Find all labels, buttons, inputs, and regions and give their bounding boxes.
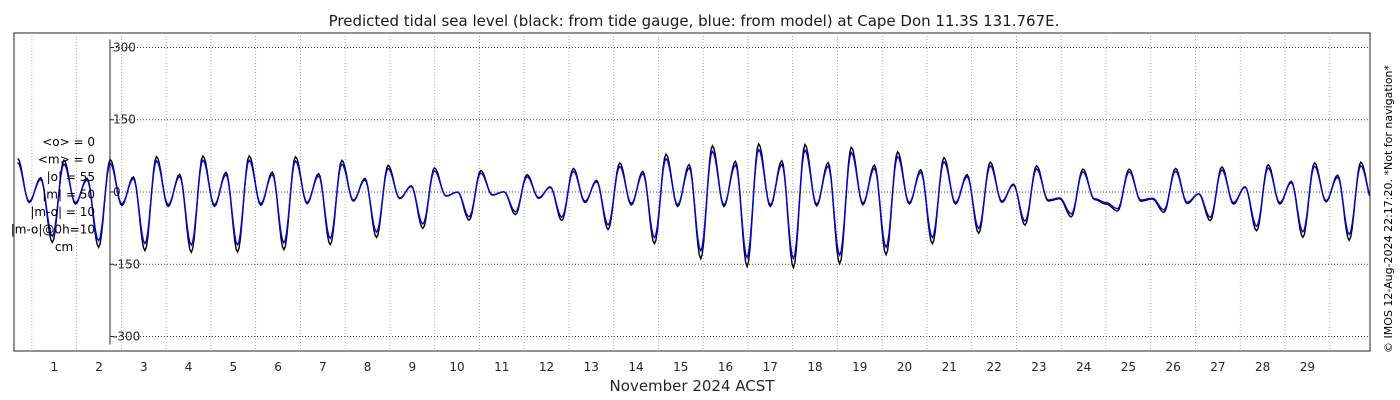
x-tick-labels: 1 2 3 4 5 6 7 8 9 10 11 12 13 14 15 16 17 18 19 20 21 22 23 24 2… [50, 360, 1315, 374]
x-tick-label: 19 [852, 360, 867, 374]
x-tick-label: 16 [718, 360, 733, 374]
x-tick-label: 27 [1210, 360, 1225, 374]
x-tick-label: 21 [942, 360, 957, 374]
x-tick-label: 18 [807, 360, 822, 374]
y-tick-label: -300 [113, 330, 140, 344]
x-tick-label: 24 [1076, 360, 1091, 374]
x-tick-label: 2 [95, 360, 103, 374]
y-tick-label: -150 [113, 257, 140, 271]
x-tick-label: 13 [584, 360, 599, 374]
x-tick-label: 15 [673, 360, 688, 374]
x-tick-label: 14 [628, 360, 643, 374]
y-tick-label: 300 [113, 40, 136, 54]
x-tick-label: 5 [229, 360, 237, 374]
x-axis-label: November 2024 ACST [610, 377, 776, 395]
x-tick-label: 26 [1165, 360, 1180, 374]
x-tick-label: 17 [763, 360, 778, 374]
stat-line: |o| = 55 [47, 170, 95, 184]
stat-line: cm [55, 240, 73, 254]
stat-line: |m| = 50 [42, 188, 95, 202]
x-tick-label: 22 [986, 360, 1001, 374]
stat-line: |m-o|@0h=10 [11, 223, 95, 237]
axes-box [13, 32, 1371, 352]
series-line-model [17, 148, 1371, 261]
stats-panel: <o> = 0 <m> = 0 |o| = 55 |m| = 50 |m-o| = 10… [11, 135, 95, 254]
x-tick-label: 11 [494, 360, 509, 374]
x-tick-label: 23 [1031, 360, 1046, 374]
stat-line: <m> = 0 [38, 153, 95, 167]
x-tick-label: 1 [50, 360, 58, 374]
x-tick-label: 20 [897, 360, 912, 374]
y-tick-labels: 300 150 0 -150 -300 [113, 40, 140, 343]
x-tick-label: 6 [274, 360, 282, 374]
y-tick-label: 150 [113, 113, 136, 127]
x-tick-label: 8 [364, 360, 372, 374]
x-tick-label: 25 [1121, 360, 1136, 374]
x-tick-label: 9 [408, 360, 416, 374]
x-tick-label: 7 [319, 360, 327, 374]
stat-line: |m-o| = 10 [30, 205, 95, 219]
x-tick-label: 4 [185, 360, 193, 374]
side-note: © IMOS 12-Aug-2024 22:17:20. *Not for na… [1382, 65, 1395, 353]
stat-line: <o> = 0 [42, 135, 95, 149]
series-layer [17, 142, 1371, 270]
x-tick-label: 3 [140, 360, 148, 374]
y-tick-label: 0 [113, 185, 121, 199]
chart-title: Predicted tidal sea level (black: from t… [329, 12, 1060, 30]
x-tick-label: 28 [1255, 360, 1270, 374]
x-tick-label: 12 [539, 360, 554, 374]
x-tick-label: 29 [1300, 360, 1315, 374]
x-tick-label: 10 [449, 360, 464, 374]
